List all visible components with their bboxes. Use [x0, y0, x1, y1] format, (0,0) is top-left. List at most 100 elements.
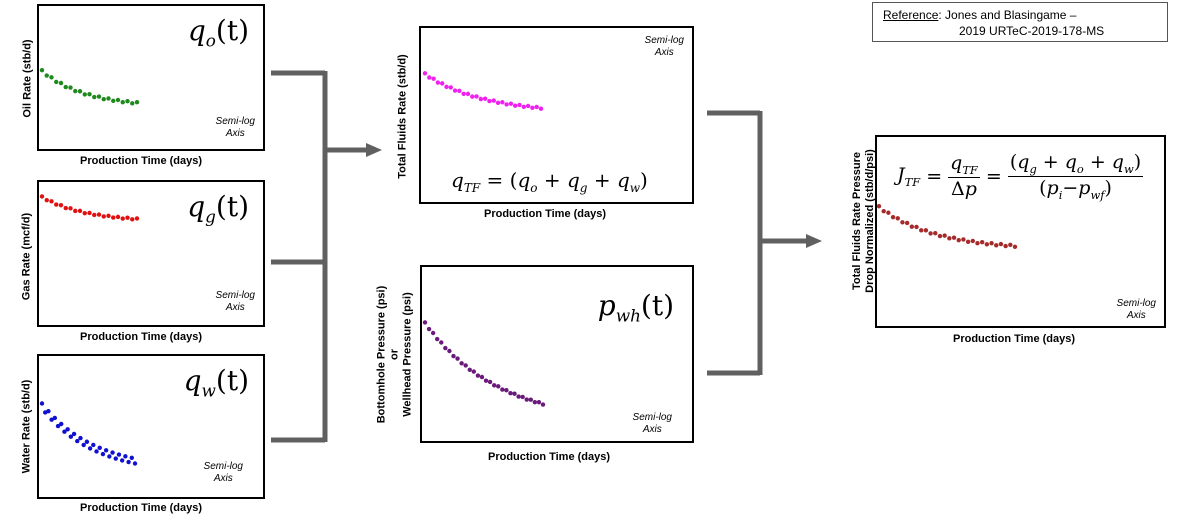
water-y-label: Water Rate (stb/d): [20, 379, 33, 474]
data-point: [100, 451, 106, 457]
pressure-formula: pwh(t): [597, 289, 674, 326]
data-point: [430, 330, 436, 336]
data-point: [1012, 244, 1018, 249]
data-point: [111, 215, 116, 220]
data-point: [919, 228, 924, 233]
data-point: [107, 454, 112, 459]
data-point: [482, 96, 488, 101]
data-point: [92, 94, 97, 100]
data-point: [532, 400, 538, 405]
data-point: [956, 237, 961, 243]
data-point: [444, 84, 449, 90]
data-point: [52, 415, 58, 421]
data-point: [44, 197, 49, 203]
data-point: [965, 239, 971, 244]
data-point: [82, 92, 87, 97]
data-point: [451, 353, 456, 359]
data-point: [81, 442, 86, 448]
data-point: [457, 88, 462, 94]
data-point: [115, 97, 121, 103]
data-point: [989, 241, 994, 246]
data-point: [520, 394, 525, 400]
data-point: [78, 435, 83, 441]
data-point: [933, 231, 938, 236]
data-point: [55, 423, 61, 429]
data-point: [134, 100, 140, 105]
data-point: [101, 214, 106, 219]
data-point: [49, 75, 54, 80]
data-point: [487, 98, 492, 104]
data-point: [82, 210, 87, 216]
data-point: [59, 421, 64, 427]
data-point: [426, 326, 432, 332]
data-point: [970, 238, 975, 244]
gas-formula: qg(t): [187, 190, 249, 227]
water-formula: qw(t): [183, 364, 249, 401]
data-point: [63, 205, 68, 211]
data-point: [58, 80, 64, 86]
axis-note: Semi-log Axis: [632, 412, 672, 435]
total-fluids-formula: qTF = (qo + qg + qw): [451, 168, 648, 195]
data-point: [909, 224, 915, 229]
data-point: [886, 210, 891, 215]
data-point: [94, 449, 99, 454]
data-point: [479, 374, 485, 380]
data-point: [534, 104, 539, 110]
data-point: [443, 345, 448, 351]
data-point: [106, 213, 111, 219]
data-point: [49, 199, 54, 204]
data-point: [439, 81, 445, 86]
data-point: [491, 98, 496, 103]
data-point: [119, 458, 125, 463]
data-point: [77, 89, 83, 94]
total-fluids-series: [422, 71, 544, 111]
data-point: [455, 356, 460, 361]
data-point: [512, 391, 517, 396]
data-point: [87, 210, 92, 216]
data-point: [422, 320, 428, 325]
data-point: [39, 401, 45, 406]
data-point: [516, 394, 521, 399]
reference-box: Reference: Jones and Blasingame – 2019 U…: [872, 2, 1168, 42]
data-point: [130, 101, 135, 106]
data-point: [96, 212, 102, 217]
pressure-x-label: Production Time (days): [488, 451, 611, 463]
data-point: [54, 202, 59, 207]
data-point: [58, 203, 64, 208]
data-point: [923, 228, 929, 233]
data-point: [994, 243, 999, 248]
data-point: [504, 388, 509, 393]
data-point: [84, 439, 90, 444]
data-point: [103, 448, 109, 453]
data-point: [91, 442, 96, 448]
data-point: [447, 348, 452, 354]
data-point: [77, 208, 83, 214]
data-point: [895, 216, 900, 221]
data-point: [44, 73, 49, 78]
data-point: [474, 94, 479, 99]
data-point: [914, 224, 919, 230]
arrow-head-2: [806, 234, 822, 248]
normalized-series: [876, 204, 1018, 249]
data-point: [508, 101, 514, 106]
data-point: [491, 383, 497, 388]
pressure-y-label: Bottomhole Pressure (psi) or Wellhead Pr…: [375, 285, 414, 424]
data-point: [439, 340, 444, 345]
data-point: [39, 194, 45, 199]
data-point: [881, 209, 886, 214]
data-point: [73, 88, 78, 94]
data-point: [448, 85, 453, 90]
data-point: [87, 446, 93, 451]
oil-x-label: Production Time (days): [80, 155, 203, 167]
normalized-y-label: Total Fluids Rate Pressure Drop Normaliz…: [851, 149, 876, 293]
data-point: [528, 397, 533, 402]
data-point: [101, 96, 106, 102]
data-point: [120, 100, 125, 105]
data-point: [92, 212, 97, 218]
data-point: [125, 99, 130, 104]
data-point: [900, 220, 905, 225]
data-point: [536, 400, 542, 405]
gas-x-label: Production Time (days): [80, 331, 203, 343]
data-point: [942, 233, 947, 238]
